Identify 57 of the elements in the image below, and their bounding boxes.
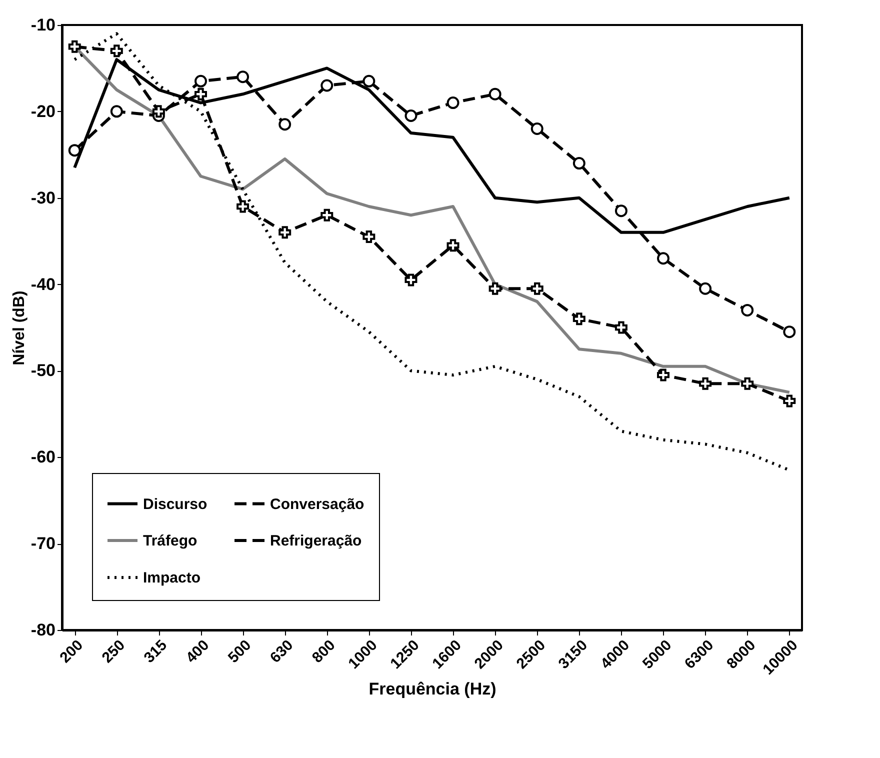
y-tick-label: -20: [30, 102, 56, 121]
x-tick-label: 315: [140, 636, 171, 667]
point: [110, 44, 123, 58]
point: [320, 79, 334, 92]
y-tick-label: -30: [30, 188, 56, 208]
point: [572, 157, 586, 170]
x-tick-label: 800: [308, 636, 339, 667]
point: [783, 326, 796, 338]
x-tick-label: 630: [266, 636, 297, 667]
legend-label: Impacto: [143, 570, 201, 586]
point: [530, 282, 544, 295]
point: [446, 239, 460, 252]
x-tick-label: 400: [182, 636, 213, 667]
point: [530, 122, 544, 135]
point: [404, 274, 418, 286]
point: [194, 74, 207, 88]
legend-label: Tráfego: [143, 532, 198, 550]
point: [194, 88, 207, 100]
point: [741, 304, 754, 316]
y-tick-label: -60: [30, 448, 56, 467]
y-tick-label: -40: [30, 274, 56, 294]
point: [446, 96, 460, 110]
x-tick-label: 500: [224, 636, 255, 667]
point: [741, 377, 754, 390]
point: [614, 321, 628, 334]
point: [699, 282, 712, 295]
legend-label: Discurso: [143, 496, 208, 513]
point: [110, 105, 123, 118]
point: [278, 118, 292, 131]
point: [320, 208, 334, 222]
point: [783, 394, 796, 408]
point: [362, 230, 376, 243]
point: [657, 252, 670, 265]
point: [236, 70, 250, 84]
y-tick-label: -80: [30, 620, 56, 640]
point: [152, 105, 165, 118]
point: [657, 368, 670, 382]
legend-label: Conversação: [270, 496, 364, 513]
x-tick-label: 200: [56, 636, 86, 667]
point: [404, 110, 418, 122]
point: [362, 74, 376, 88]
x-tick-label: 250: [98, 636, 128, 667]
x-axis-title: Frequência (Hz): [368, 680, 496, 699]
point: [699, 377, 712, 390]
legend-label: Refrigeração: [270, 532, 362, 550]
point: [488, 282, 502, 295]
y-tick-label: -10: [30, 16, 56, 34]
y-axis-title: Nível (dB): [10, 290, 28, 366]
point: [68, 40, 81, 53]
point: [236, 200, 250, 213]
point: [488, 88, 502, 100]
point: [614, 204, 628, 218]
point: [278, 226, 292, 239]
y-tick-label: -70: [30, 534, 56, 554]
y-tick-label: -50: [30, 361, 56, 380]
point: [68, 144, 81, 157]
point: [572, 312, 586, 326]
